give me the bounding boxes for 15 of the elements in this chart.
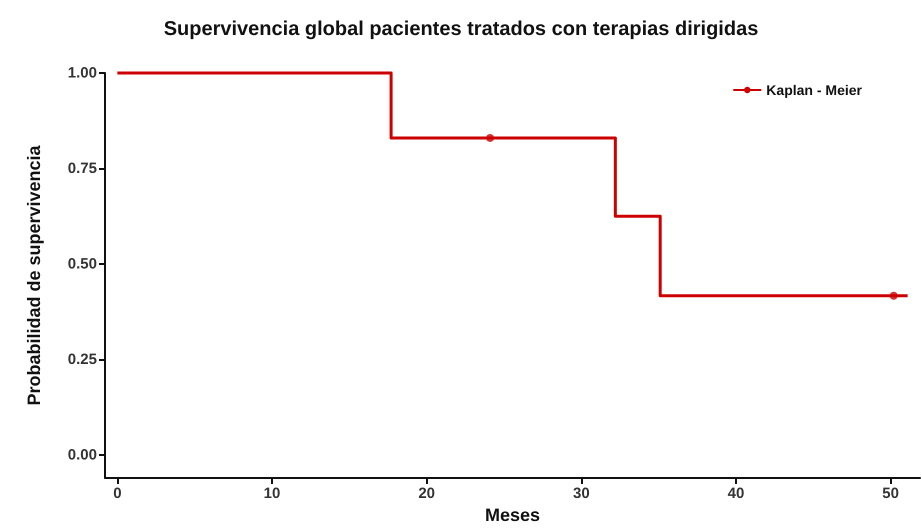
legend-label: Kaplan - Meier [766,82,863,98]
x-tick-label: 10 [264,485,280,502]
x-axis-title: Meses [484,505,540,525]
y-tick-label: 1.00 [68,64,97,82]
x-tick-label: 50 [882,485,899,502]
x-tick-label: 30 [572,485,590,502]
chart-title: Supervivencia global pacientes tratados con terapias dirigidas [164,18,758,40]
y-tick-label: 0.50 [68,256,97,273]
x-tick-label: 0 [113,485,122,502]
y-tick-label: 0.75 [68,160,97,178]
x-tick-label: 20 [418,485,436,502]
y-tick-label: 0.00 [68,446,97,464]
x-tick-label: 40 [728,485,744,502]
y-axis-title: Probabilidad de supervivencia [24,144,44,406]
y-tick-label: 0.25 [68,351,97,368]
